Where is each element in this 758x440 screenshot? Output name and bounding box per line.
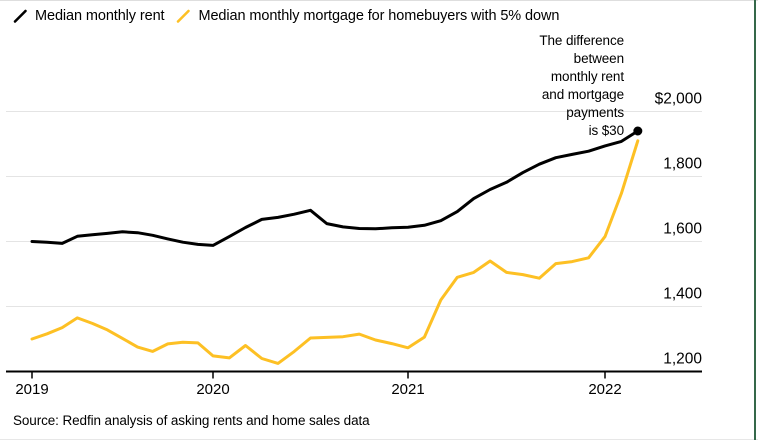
- legend: Median monthly rent Median monthly mortg…: [13, 7, 559, 25]
- legend-label-mortgage: Median monthly mortgage for homebuyers w…: [198, 8, 560, 24]
- rent-slash-icon: [13, 9, 27, 23]
- y-axis-label: 1,800: [663, 156, 702, 173]
- x-axis-label: 2021: [391, 381, 424, 398]
- series-line-mortgage: [30, 139, 640, 365]
- end-dot: [633, 126, 643, 136]
- legend-label-rent: Median monthly rent: [35, 8, 165, 24]
- y-axis-label: 1,200: [663, 351, 702, 368]
- x-axis-label: 2020: [196, 381, 229, 398]
- mortgage-slash-icon: [177, 9, 191, 23]
- legend-item-rent: Median monthly rent: [13, 8, 165, 24]
- page-edge-green-border: [754, 0, 756, 440]
- x-axis-label: 2019: [15, 381, 48, 398]
- y-axis-label: 1,400: [663, 286, 702, 303]
- annotation: The difference between monthly rent and …: [539, 33, 624, 138]
- y-axis-label: 1,600: [663, 221, 702, 238]
- x-axis-label: 2022: [588, 381, 621, 398]
- source-note: Source: Redfin analysis of asking rents …: [13, 413, 370, 428]
- legend-item-mortgage: Median monthly mortgage for homebuyers w…: [176, 8, 559, 24]
- y-axis-label: $2,000: [655, 91, 703, 108]
- series-line-rent: [30, 129, 640, 247]
- top-divider: [0, 0, 758, 1]
